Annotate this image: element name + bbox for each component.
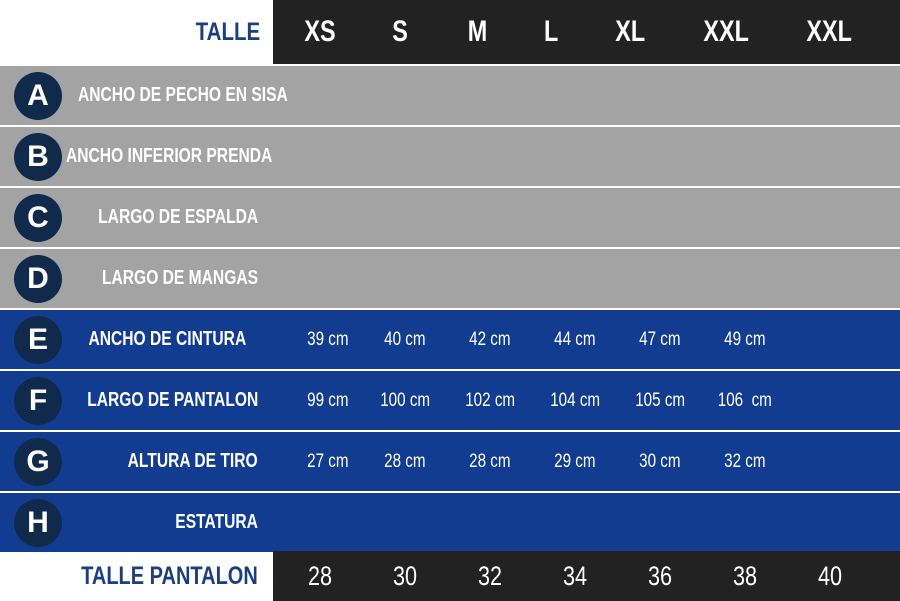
row-a: A ANCHO DE PECHO EN SISA: [0, 66, 900, 125]
pants-size-value: 32: [477, 560, 503, 591]
value-cell: 44 cm: [554, 328, 596, 350]
row-label: ALTURA DE TIRO: [128, 450, 258, 472]
pants-size-value: 28: [307, 560, 333, 591]
row-h: H ESTATURA: [0, 493, 900, 552]
value-cell: 49 cm: [724, 328, 766, 350]
size-l: L: [543, 15, 559, 48]
row-letter-badge: E: [14, 316, 62, 364]
value-cell: 32 cm: [724, 450, 766, 472]
size-xxl: XXL: [703, 15, 749, 48]
row-letter-badge: G: [14, 438, 62, 486]
row-label: ANCHO INFERIOR PRENDA: [66, 145, 273, 167]
value-cell: 42 cm: [469, 328, 511, 350]
value-cell: 27 cm: [307, 450, 349, 472]
row-letter-badge: F: [14, 377, 62, 425]
row-c: C LARGO DE ESPALDA: [0, 188, 900, 247]
value-cell: 104 cm: [550, 389, 600, 411]
row-letter-badge: A: [14, 72, 62, 120]
size-s: S: [392, 15, 408, 48]
row-g: G ALTURA DE TIRO 27 cm 28 cm 28 cm 29 cm…: [0, 432, 900, 491]
value-cell: 105 cm: [635, 389, 685, 411]
row-letter-badge: D: [14, 255, 62, 303]
row-label: ANCHO DE PECHO EN SISA: [78, 84, 288, 106]
value-cell: 100 cm: [380, 389, 430, 411]
value-cell: 30 cm: [639, 450, 681, 472]
value-cell: 28 cm: [469, 450, 511, 472]
value-cell: 47 cm: [639, 328, 681, 350]
pants-size-value: 38: [732, 560, 758, 591]
row-label: LARGO DE MANGAS: [102, 267, 258, 289]
value-cell: 29 cm: [554, 450, 596, 472]
row-b: B ANCHO INFERIOR PRENDA: [0, 127, 900, 186]
value-cell: 40 cm: [384, 328, 426, 350]
row-label: ESTATURA: [175, 511, 258, 533]
row-letter-badge: B: [14, 133, 62, 181]
size-xs: XS: [304, 15, 336, 48]
pants-size-bar: [273, 551, 900, 601]
row-letter-badge: H: [14, 499, 62, 547]
size-xl: XL: [615, 15, 645, 48]
row-label: LARGO DE PANTALON: [86, 389, 258, 411]
pants-size-value: 34: [562, 560, 588, 591]
pants-size-value: 30: [392, 560, 418, 591]
row-d: D LARGO DE MANGAS: [0, 249, 900, 308]
size-xxl-2: XXL: [806, 15, 852, 48]
size-header-bar: [273, 0, 900, 64]
pants-size-value: 36: [647, 560, 673, 591]
row-e: E ANCHO DE CINTURA 39 cm 40 cm 42 cm 44 …: [0, 310, 900, 369]
size-m: M: [467, 15, 487, 48]
pants-size-label: TALLE PANTALON: [81, 561, 258, 590]
value-cell: 106 cm: [717, 389, 773, 411]
row-label: ANCHO DE CINTURA: [88, 328, 246, 350]
row-letter-badge: C: [14, 194, 62, 242]
pants-size-value: 40: [817, 560, 843, 591]
size-header: TALLE XS S M L XL XXL XXL: [0, 0, 900, 64]
value-cell: 28 cm: [384, 450, 426, 472]
row-label: LARGO DE ESPALDA: [97, 206, 258, 228]
value-cell: 99 cm: [307, 389, 349, 411]
value-cell: 39 cm: [307, 328, 349, 350]
row-f: F LARGO DE PANTALON 99 cm 100 cm 102 cm …: [0, 371, 900, 430]
pants-size-footer: TALLE PANTALON 28 30 32 34 36 38 40: [0, 551, 900, 601]
size-header-label: TALLE: [48, 0, 270, 64]
value-cell: 102 cm: [465, 389, 515, 411]
